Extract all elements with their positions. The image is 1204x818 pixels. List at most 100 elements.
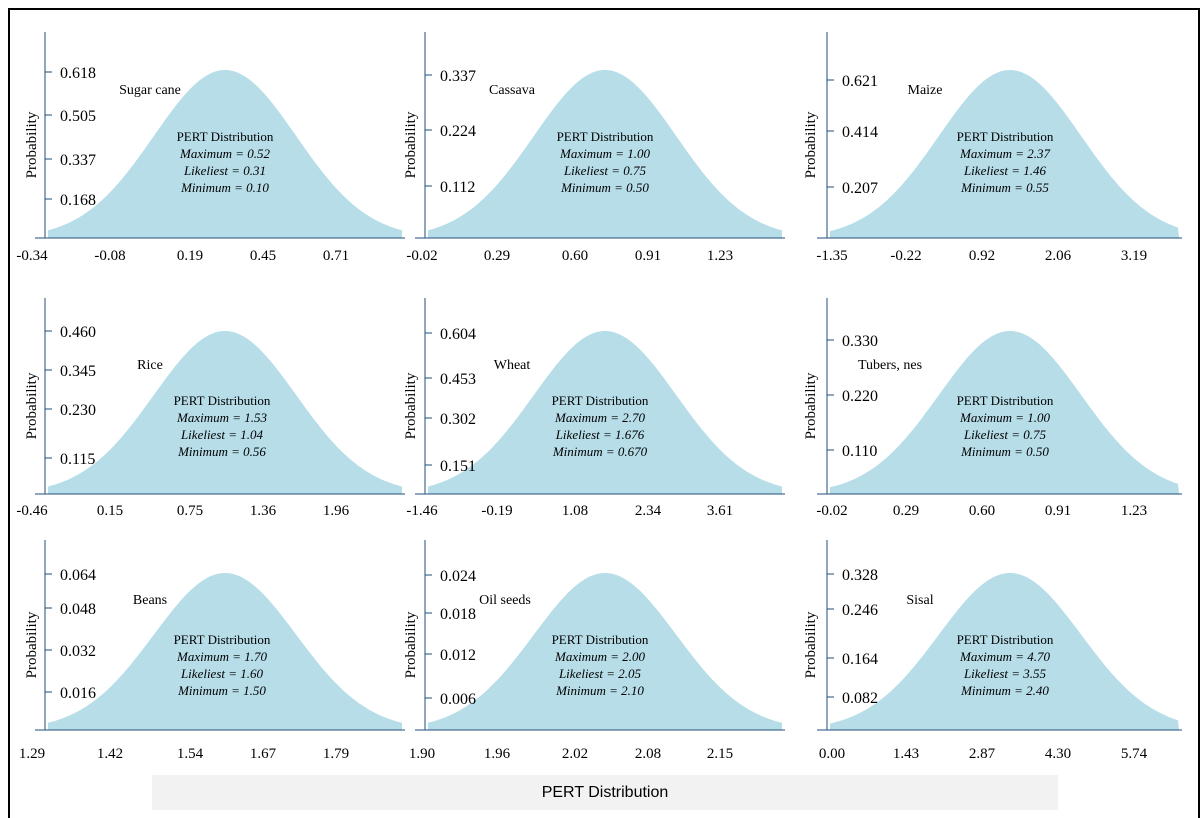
chart-title: Sisal <box>906 593 933 608</box>
annotation-minimum: Minimum = 1.50 <box>177 683 266 698</box>
annotation-likeliest: Likeliest = 2.05 <box>558 666 642 681</box>
chart-panel-3: Probability 0.621 0.414 0.207 -1.35 -0.22 0.92… <box>803 32 1182 264</box>
annotation-maximum: Maximum = 1.53 <box>176 410 268 425</box>
y-tick-label: 0.064 <box>60 567 96 584</box>
annotation-likeliest: Likeliest = 3.55 <box>963 666 1047 681</box>
x-tick-label: 0.15 <box>97 503 123 519</box>
annotation-maximum: Maximum = 0.52 <box>179 146 271 161</box>
chart-panel-6: Probability 0.330 0.220 0.110 -0.02 0.29 0.60 0… <box>803 298 1182 519</box>
x-tick-label: 1.08 <box>562 503 588 519</box>
annotation-minimum: Minimum = 0.55 <box>960 180 1049 195</box>
y-tick-label: 0.220 <box>842 388 878 405</box>
chart-title: Maize <box>908 83 943 98</box>
annotation-likeliest: Likeliest = 0.75 <box>963 427 1047 442</box>
x-tick-label: 2.87 <box>969 746 996 762</box>
x-tick-label: 0.91 <box>1045 503 1071 519</box>
distribution-area <box>428 331 782 494</box>
annotation-maximum: Maximum = 2.00 <box>554 649 646 664</box>
y-tick-label: 0.115 <box>60 451 95 468</box>
y-tick-label: 0.012 <box>440 647 476 664</box>
y-tick-label: 0.207 <box>842 180 878 197</box>
distribution-area <box>830 70 1179 238</box>
annotation-likeliest: Likeliest = 0.31 <box>183 163 266 178</box>
x-tick-label: 1.96 <box>323 503 350 519</box>
distribution-area <box>48 331 402 494</box>
distribution-area <box>48 70 402 238</box>
y-tick-label: 0.110 <box>842 443 877 460</box>
x-tick-label: 0.92 <box>969 248 995 264</box>
y-tick-label: 0.164 <box>842 651 878 668</box>
figure-caption: PERT Distribution <box>152 775 1058 810</box>
annotation-likeliest: Likeliest = 1.60 <box>180 666 264 681</box>
x-tick-label: 2.15 <box>707 746 733 762</box>
chart-title: Cassava <box>489 83 536 98</box>
y-tick-label: 0.604 <box>440 326 476 343</box>
y-tick-label: 0.112 <box>440 179 475 196</box>
annotation-maximum: Maximum = 4.70 <box>959 649 1051 664</box>
y-tick-label: 0.006 <box>440 691 476 708</box>
chart-title: Wheat <box>494 358 531 373</box>
y-tick-label: 0.453 <box>440 371 476 388</box>
x-tick-label: 2.02 <box>562 746 588 762</box>
x-tick-label: 1.42 <box>97 746 123 762</box>
y-tick-label: 0.302 <box>440 411 476 428</box>
y-tick-label: 0.618 <box>60 65 96 82</box>
chart-panel-9: Probability 0.328 0.246 0.164 0.082 0.00 1.43 2… <box>803 540 1182 762</box>
x-tick-label: 0.91 <box>635 248 661 264</box>
x-tick-label: 0.75 <box>177 503 203 519</box>
y-tick-label: 0.621 <box>842 73 878 90</box>
y-tick-label: 0.505 <box>60 108 96 125</box>
distribution-area <box>830 573 1179 730</box>
annotation-header: PERT Distribution <box>174 393 271 408</box>
y-tick-label: 0.032 <box>60 643 96 660</box>
y-tick-label: 0.246 <box>842 602 878 619</box>
annotation-header: PERT Distribution <box>174 632 271 647</box>
annotation-minimum: Minimum = 0.50 <box>560 180 649 195</box>
annotation-likeliest: Likeliest = 1.46 <box>963 163 1047 178</box>
annotation-minimum: Minimum = 2.10 <box>555 683 644 698</box>
x-tick-label: 0.19 <box>177 248 203 264</box>
distribution-area <box>48 573 402 730</box>
x-tick-label: 2.06 <box>1045 248 1072 264</box>
annotation-header: PERT Distribution <box>957 632 1054 647</box>
y-tick-label: 0.328 <box>842 567 878 584</box>
x-tick-label: -0.08 <box>94 248 125 264</box>
chart-title: Beans <box>133 593 167 608</box>
annotation-likeliest: Likeliest = 1.04 <box>180 427 264 442</box>
x-tick-label: 0.60 <box>969 503 995 519</box>
y-tick-label: 0.460 <box>60 324 96 341</box>
chart-title: Rice <box>137 358 163 373</box>
x-tick-label: -0.34 <box>16 248 48 264</box>
x-tick-label: 1.96 <box>484 746 511 762</box>
annotation-maximum: Maximum = 2.37 <box>959 146 1051 161</box>
x-tick-label: 1.79 <box>323 746 349 762</box>
y-tick-label: 0.330 <box>842 333 878 350</box>
annotation-minimum: Minimum = 2.40 <box>960 683 1049 698</box>
x-tick-label: 1.90 <box>409 746 435 762</box>
x-tick-label: -0.02 <box>406 248 437 264</box>
chart-title: Sugar cane <box>119 83 181 98</box>
annotation-maximum: Maximum = 1.00 <box>959 410 1051 425</box>
y-tick-label: 0.024 <box>440 568 476 585</box>
y-axis-label: Probability <box>24 111 40 178</box>
annotation-minimum: Minimum = 0.670 <box>552 444 648 459</box>
x-tick-label: 1.23 <box>707 248 733 264</box>
annotation-minimum: Minimum = 0.56 <box>177 444 266 459</box>
figure-frame <box>8 8 1200 818</box>
annotation-header: PERT Distribution <box>177 129 274 144</box>
x-tick-label: 2.08 <box>635 746 661 762</box>
y-tick-label: 0.414 <box>842 124 878 141</box>
x-tick-label: -1.46 <box>406 503 438 519</box>
annotation-maximum: Maximum = 1.00 <box>559 146 651 161</box>
y-tick-label: 0.151 <box>440 458 476 475</box>
y-tick-label: 0.224 <box>440 123 476 140</box>
x-tick-label: 1.36 <box>250 503 277 519</box>
chart-panel-8: Probability 0.024 0.018 0.012 0.006 1.90 1.96 2… <box>403 540 785 762</box>
annotation-likeliest: Likeliest = 1.676 <box>555 427 645 442</box>
x-tick-label: -0.19 <box>481 503 512 519</box>
y-tick-label: 0.048 <box>60 601 96 618</box>
chart-panel-4: Probability 0.460 0.345 0.230 0.115 -0.46 0.15… <box>16 298 405 519</box>
annotation-header: PERT Distribution <box>552 393 649 408</box>
y-axis-label: Probability <box>24 611 40 678</box>
